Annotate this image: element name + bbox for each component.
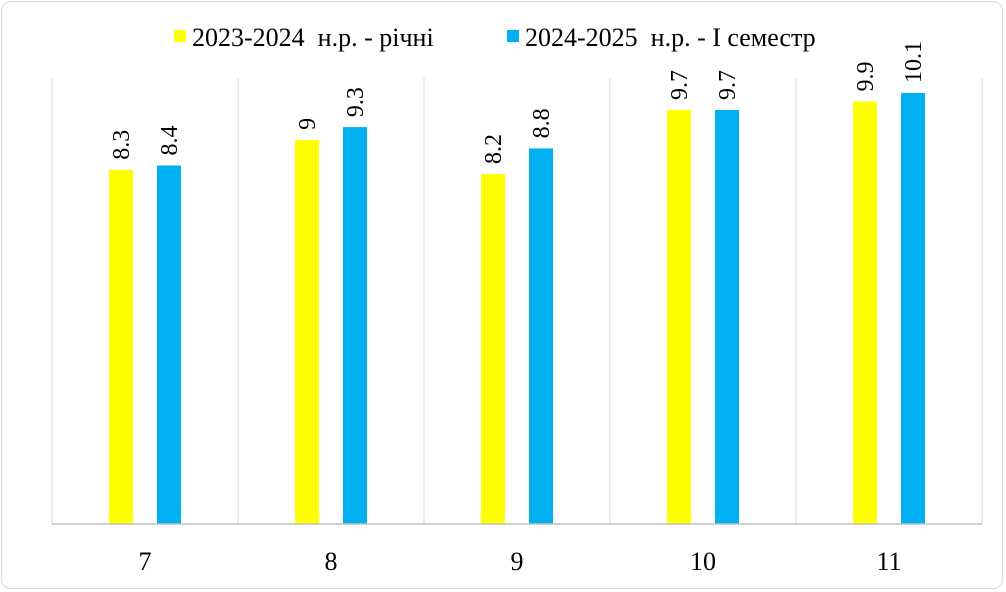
- value-label-s1-10: 9.7: [667, 70, 693, 100]
- value-label-s2-9: 8.8: [529, 108, 555, 138]
- bar-s1-10: [667, 110, 691, 524]
- bar-s1-7: [109, 169, 133, 524]
- x-tick-label-8: 8: [325, 547, 338, 576]
- x-axis-tick-labels: 7 8 9 10 11: [139, 547, 902, 576]
- value-label-s1-9: 8.2: [481, 134, 507, 164]
- value-label-s1-7: 8.3: [109, 130, 135, 160]
- value-label-s2-11: 10.1: [901, 41, 927, 83]
- bar-s2-7: [157, 165, 181, 524]
- legend-label-2023-2024: 2023-2024 н.р. - річні: [192, 23, 434, 52]
- value-label-s1-11: 9.9: [853, 61, 879, 91]
- value-label-s1-8: 9: [295, 118, 321, 130]
- legend-swatch-2023-2024: [174, 30, 186, 42]
- x-tick-label-9: 9: [511, 547, 524, 576]
- legend: 2023-2024 н.р. - річні 2024-2025 н.р. - …: [174, 23, 816, 52]
- bar-s2-11: [901, 92, 925, 524]
- bars: [109, 92, 925, 525]
- bar-s2-10: [715, 110, 739, 524]
- bar-s1-8: [295, 139, 319, 524]
- value-label-s2-8: 9.3: [343, 87, 369, 117]
- legend-swatch-2024-2025: [507, 30, 519, 42]
- value-label-s2-10: 9.7: [715, 70, 741, 100]
- bar-s1-11: [853, 101, 877, 524]
- value-label-s2-7: 8.4: [157, 125, 183, 155]
- value-labels: 8.3 8.4 9 9.3 8.2 8.8 9.7 9.7 9.9 10.1: [109, 41, 927, 164]
- category-gridlines: [51, 78, 983, 524]
- bar-s2-8: [343, 127, 367, 525]
- bar-s2-9: [529, 148, 553, 524]
- x-tick-label-7: 7: [139, 547, 152, 576]
- bar-s1-9: [481, 174, 505, 525]
- legend-label-2024-2025: 2024-2025 н.р. - І семестр: [525, 23, 816, 52]
- x-tick-label-11: 11: [876, 547, 901, 576]
- x-tick-label-10: 10: [690, 547, 716, 576]
